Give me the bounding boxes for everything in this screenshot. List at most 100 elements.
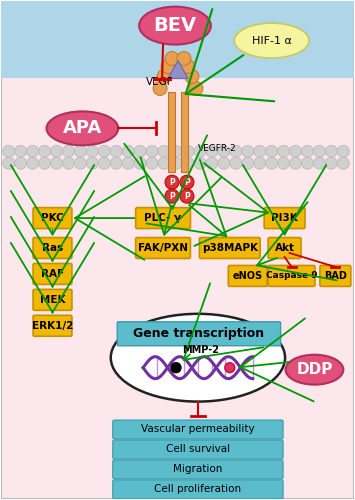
Circle shape <box>313 158 326 169</box>
Text: ERK1/2: ERK1/2 <box>32 321 73 331</box>
Circle shape <box>218 158 230 169</box>
Text: HIF-1 α: HIF-1 α <box>252 36 291 46</box>
Text: Gene transcription: Gene transcription <box>133 328 264 340</box>
Circle shape <box>146 158 158 169</box>
Circle shape <box>75 158 86 169</box>
Text: DDP: DDP <box>296 362 333 377</box>
Circle shape <box>180 189 194 203</box>
Circle shape <box>170 158 182 169</box>
Circle shape <box>86 158 98 169</box>
Ellipse shape <box>234 23 309 58</box>
Text: FAK/PXN: FAK/PXN <box>138 243 188 253</box>
Circle shape <box>313 146 326 158</box>
Circle shape <box>242 158 254 169</box>
Circle shape <box>158 158 170 169</box>
Circle shape <box>27 158 39 169</box>
Circle shape <box>206 158 218 169</box>
Circle shape <box>278 158 290 169</box>
Circle shape <box>182 158 194 169</box>
Circle shape <box>337 146 349 158</box>
Circle shape <box>15 158 27 169</box>
Ellipse shape <box>285 354 343 384</box>
Bar <box>168 92 175 172</box>
Circle shape <box>225 362 235 372</box>
Text: PLC- γ: PLC- γ <box>144 213 182 223</box>
Circle shape <box>165 189 179 203</box>
Circle shape <box>266 158 278 169</box>
FancyBboxPatch shape <box>113 480 283 499</box>
Circle shape <box>189 82 203 96</box>
Circle shape <box>218 146 230 158</box>
Circle shape <box>50 158 62 169</box>
Text: Akt: Akt <box>274 243 295 253</box>
Circle shape <box>194 146 206 158</box>
Circle shape <box>194 158 206 169</box>
FancyBboxPatch shape <box>264 208 305 229</box>
FancyBboxPatch shape <box>33 238 72 258</box>
Circle shape <box>122 158 134 169</box>
FancyBboxPatch shape <box>117 322 280 345</box>
Circle shape <box>170 146 182 158</box>
Text: p38MAPK: p38MAPK <box>202 243 258 253</box>
Circle shape <box>180 175 194 189</box>
FancyBboxPatch shape <box>268 266 315 286</box>
FancyBboxPatch shape <box>320 266 351 286</box>
FancyBboxPatch shape <box>136 238 190 258</box>
Circle shape <box>86 146 98 158</box>
Circle shape <box>158 146 170 158</box>
Circle shape <box>230 158 242 169</box>
FancyBboxPatch shape <box>113 420 283 439</box>
FancyBboxPatch shape <box>33 208 72 229</box>
Text: P: P <box>169 192 175 200</box>
Circle shape <box>98 146 110 158</box>
Text: P: P <box>184 192 190 200</box>
Circle shape <box>157 70 171 84</box>
Circle shape <box>110 146 122 158</box>
Text: P: P <box>169 178 175 186</box>
Ellipse shape <box>111 314 285 402</box>
Text: VEGF: VEGF <box>146 78 174 88</box>
Circle shape <box>134 146 146 158</box>
Circle shape <box>301 146 313 158</box>
Text: MMP-2: MMP-2 <box>182 344 219 354</box>
Text: BEV: BEV <box>153 16 197 35</box>
Text: BAD: BAD <box>324 271 347 281</box>
Circle shape <box>110 158 122 169</box>
Circle shape <box>206 146 218 158</box>
Circle shape <box>165 175 179 189</box>
Circle shape <box>3 158 15 169</box>
FancyBboxPatch shape <box>33 290 72 310</box>
Circle shape <box>50 146 62 158</box>
Circle shape <box>98 158 110 169</box>
Circle shape <box>326 158 337 169</box>
Circle shape <box>301 158 313 169</box>
FancyBboxPatch shape <box>113 460 283 479</box>
Circle shape <box>75 146 86 158</box>
FancyBboxPatch shape <box>33 316 72 336</box>
Text: Vascular permeability: Vascular permeability <box>141 424 255 434</box>
Circle shape <box>177 52 191 66</box>
FancyBboxPatch shape <box>268 238 301 258</box>
Circle shape <box>337 158 349 169</box>
Text: Ras: Ras <box>42 243 63 253</box>
FancyBboxPatch shape <box>200 238 260 258</box>
Circle shape <box>161 60 175 74</box>
Text: Cell survival: Cell survival <box>166 444 230 454</box>
Circle shape <box>39 146 50 158</box>
Circle shape <box>153 82 167 96</box>
Circle shape <box>230 146 242 158</box>
Circle shape <box>290 146 301 158</box>
Circle shape <box>39 158 50 169</box>
Circle shape <box>182 146 194 158</box>
Circle shape <box>146 146 158 158</box>
FancyBboxPatch shape <box>136 208 190 229</box>
Circle shape <box>27 146 39 158</box>
Ellipse shape <box>139 6 211 44</box>
Text: RAF: RAF <box>41 269 64 279</box>
Circle shape <box>3 146 15 158</box>
Bar <box>1 0 354 78</box>
Polygon shape <box>168 60 188 78</box>
Circle shape <box>290 158 301 169</box>
Circle shape <box>326 146 337 158</box>
Ellipse shape <box>47 112 118 146</box>
